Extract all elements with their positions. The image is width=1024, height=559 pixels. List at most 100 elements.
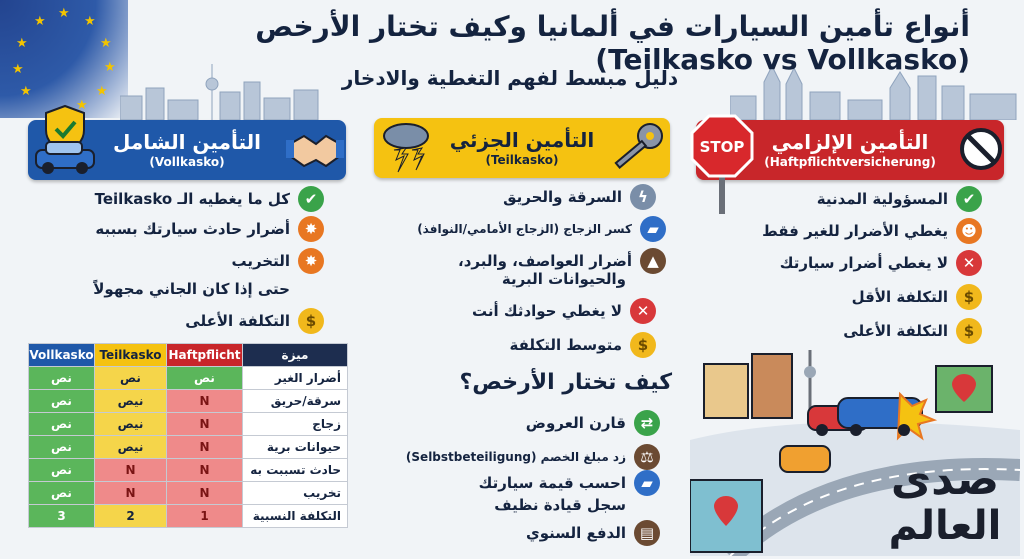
table-cell-label: تخريب (242, 481, 348, 505)
vollkasko-subtitle: (Vollkasko) (149, 155, 225, 169)
car-key-icon (614, 123, 663, 169)
list-item: سجل قيادة نظيف (494, 496, 626, 514)
table-cell: نص (28, 389, 95, 413)
table-header-row: Vollkasko Teilkasko Haftpflicht ميزة (28, 343, 348, 367)
table-cell-label: أضرار الغير (242, 366, 348, 390)
star-icon: ★ (20, 84, 32, 99)
boar-icon: ▲ (640, 248, 666, 274)
haftpflicht-subtitle: (Haftpflichtversicherung) (764, 155, 936, 169)
list-item: ✔ المسؤولية المدنية (770, 186, 982, 212)
star-icon: ★ (16, 36, 28, 51)
table-cell: N (166, 412, 243, 436)
table-row: نص نيص N زجاج (28, 412, 348, 436)
star-icon: ★ (34, 14, 46, 29)
coins-icon: $ (298, 308, 324, 334)
eu-flag-decoration: ★ ★ ★ ★ ★ ★ ★ ★ ★ ★ (0, 0, 128, 118)
table-cell: 2 (94, 504, 167, 528)
table-header-feature: ميزة (242, 343, 348, 367)
vollkasko-title: التأمين الشامل (113, 130, 262, 154)
berlin-skyline-illustration (120, 64, 319, 120)
table-cell: نص (28, 458, 95, 482)
comparison-table: Vollkasko Teilkasko Haftpflicht ميزة نص … (28, 343, 348, 528)
list-item: والحيوانات البرية (501, 270, 626, 288)
list-item: ✔ كل ما يغطيه الـ Teilkasko (92, 186, 324, 212)
table-row: نص نيص N سرقة/حريق (28, 389, 348, 413)
check-icon: ✔ (956, 186, 982, 212)
city-accident-illustration (690, 350, 1020, 556)
crash-icon: ✸ (298, 216, 324, 242)
star-icon: ★ (100, 36, 112, 51)
list-item: $ التكلفة الأعلى (816, 318, 982, 344)
scales-icon: ⚖ (634, 444, 660, 470)
table-cell: N (94, 481, 167, 505)
table-cell: N (166, 435, 243, 459)
list-item: $ التكلفة الأعلى (160, 308, 324, 334)
table-cell-label: سرقة/حريق (242, 389, 348, 413)
star-icon: ★ (58, 6, 70, 21)
car-shield-icon (35, 104, 95, 174)
haftpflicht-title: التأمين الإلزامي (771, 130, 929, 154)
table-row: نص نص نص أضرار الغير (28, 366, 348, 390)
coins-icon: $ (630, 332, 656, 358)
table-cell: N (166, 389, 243, 413)
table-header-vollkasko: Vollkasko (28, 343, 95, 367)
list-item: ▤ الدفع السنوي (506, 520, 660, 546)
check-icon: ✔ (298, 186, 324, 212)
table-cell-label: حيوانات برية (242, 435, 348, 459)
storm-icon: ϟ (630, 184, 656, 210)
table-cell: 3 (28, 504, 95, 528)
cologne-skyline-illustration (730, 64, 1017, 120)
list-item: ▰ احسب قيمة سيارتك (479, 470, 660, 496)
list-item: ☻ يغطي الأضرار للغير فقط (744, 218, 982, 244)
table-cell: N (94, 458, 167, 482)
table-row: نص N N حادث تسببت به (28, 458, 348, 482)
table-cell: نص (28, 435, 95, 459)
list-item: $ متوسط التكلفة (478, 332, 656, 358)
table-row: نص N N تخريب (28, 481, 348, 505)
compare-arrows-icon: ⇄ (634, 410, 660, 436)
page-title: أنواع تأمين السيارات في ألمانيا وكيف تخت… (255, 10, 970, 76)
coins-icon: $ (956, 318, 982, 344)
star-icon: ★ (104, 60, 116, 75)
star-icon: ★ (96, 84, 108, 99)
table-cell: 1 (166, 504, 243, 528)
x-icon: ✕ (956, 250, 982, 276)
table-cell: نص (28, 481, 95, 505)
table-cell: نيص (94, 412, 167, 436)
table-cell: نيص (94, 435, 167, 459)
table-row: 3 2 1 التكلفة النسبية (28, 504, 348, 528)
stop-sign-icon: STOP (690, 114, 754, 214)
prohibited-icon (960, 128, 1002, 170)
table-row: نص نيص N حيوانات برية (28, 435, 348, 459)
star-icon: ★ (84, 14, 96, 29)
page-subtitle: دليل مبسط لفهم التغطية والادخار (341, 66, 679, 90)
teilkasko-title: التأمين الجزئي (449, 128, 595, 152)
table-cell: نص (94, 366, 167, 390)
list-item: حتى إذا كان الجاني مجهولاً (93, 280, 290, 298)
star-icon: ★ (12, 62, 24, 77)
list-item: ✕ لا يغطي أضرار سيارتك (750, 250, 982, 276)
how-to-choose-title: كيف تختار الأرخص؟ (459, 370, 672, 395)
car-icon: ▰ (634, 470, 660, 496)
table-cell: نيص (94, 389, 167, 413)
teilkasko-subtitle: (Teilkasko) (485, 153, 559, 167)
table-header-teilkasko: Teilkasko (94, 343, 167, 367)
table-cell-label: حادث تسببت به (242, 458, 348, 482)
wallet-icon: ▤ (634, 520, 660, 546)
list-item: $ التكلفة الأقل (822, 284, 982, 310)
table-cell: N (166, 458, 243, 482)
table-cell: نص (28, 366, 95, 390)
table-cell-label: التكلفة النسبية (242, 504, 348, 528)
list-item: ϟ السرقة والحريق (480, 184, 656, 210)
list-item: ▲ أضرار العواصف، والبرد، (438, 248, 666, 274)
list-item: ✸ أضرار حادث سيارتك بسببه (48, 216, 324, 242)
people-icon: ☻ (956, 218, 982, 244)
stop-sign-text: STOP (700, 138, 745, 156)
table-cell: N (166, 481, 243, 505)
table-cell-label: زجاج (242, 412, 348, 436)
list-item: ✸ التخريب (200, 248, 324, 274)
list-item: ✕ لا يغطي حوادثك أنت (470, 298, 656, 324)
car-glass-icon: ▰ (640, 216, 666, 242)
brand-logo: صدى العالم (880, 456, 1010, 554)
x-icon: ✕ (630, 298, 656, 324)
